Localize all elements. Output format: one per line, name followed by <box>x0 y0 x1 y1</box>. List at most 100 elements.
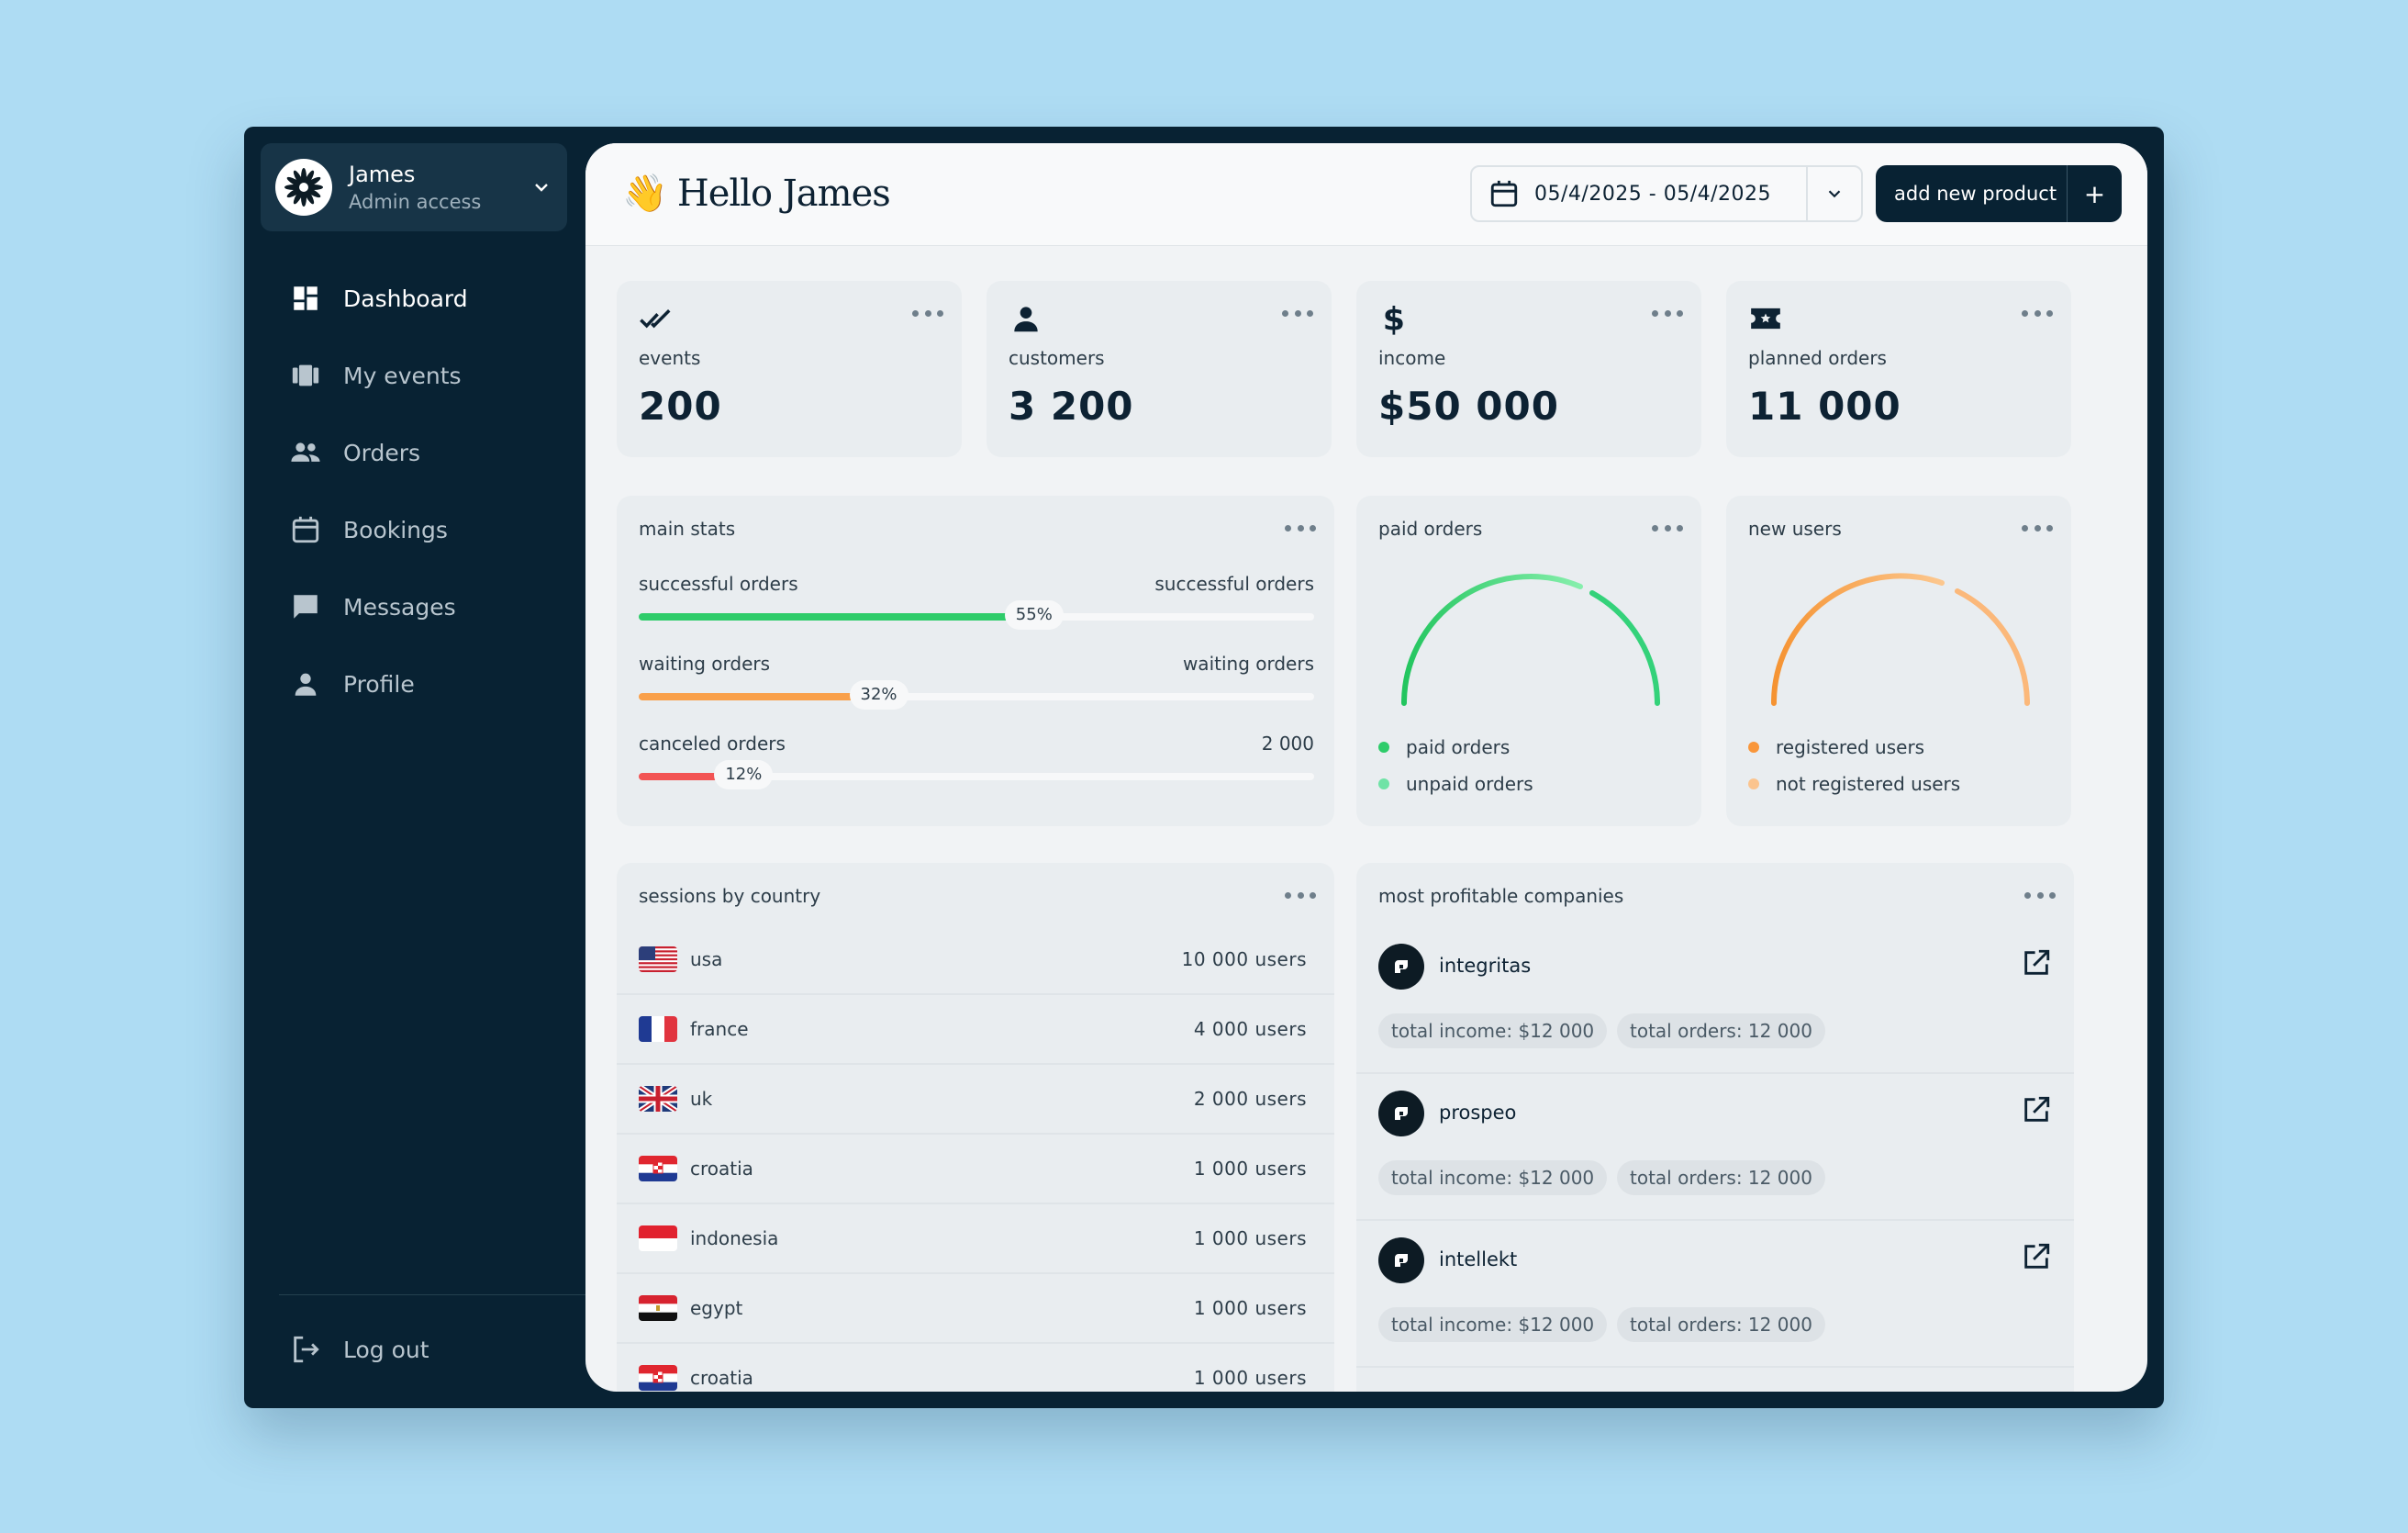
country-name: indonesia <box>690 1227 779 1249</box>
sidebar: James Admin access Dashboard My events O… <box>244 127 585 1408</box>
kpi-label: events <box>639 347 701 369</box>
list-item[interactable]: croatia 1 000 users <box>617 1344 1334 1392</box>
gauge-arc-not-registered <box>1955 588 2030 706</box>
country-users: 1 000 users <box>1193 1227 1307 1249</box>
kpi-value: 200 <box>639 384 722 429</box>
sidebar-item-orders[interactable]: Orders <box>244 414 585 491</box>
add-new-product-button[interactable]: add new product + <box>1876 165 2122 222</box>
double-check-icon <box>640 309 671 329</box>
sidebar-item-messages[interactable]: Messages <box>244 568 585 645</box>
total-orders-tag: total orders: 12 000 <box>1617 1013 1825 1048</box>
legend-dot <box>1748 742 1759 753</box>
list-item[interactable]: france 4 000 users <box>617 995 1334 1065</box>
progress-track: 32% <box>639 680 1314 710</box>
external-link-icon[interactable] <box>2021 1094 2052 1125</box>
new-users-card: new users registered users not registere… <box>1726 496 2071 826</box>
more-options-button[interactable] <box>2022 523 2053 532</box>
kpi-value: $50 000 <box>1378 384 1559 429</box>
progress-track: 55% <box>639 600 1314 630</box>
country-name: uk <box>690 1088 713 1110</box>
company-logo-icon <box>1395 1107 1408 1120</box>
main-panel: 👋 Hello James 05/4/2025 - 05/4/2025 add … <box>585 143 2147 1392</box>
card-title: main stats <box>639 518 736 540</box>
plus-icon: + <box>2067 165 2122 222</box>
companies-card: most profitable companies integritas tot… <box>1356 863 2074 1392</box>
sidebar-item-label: Bookings <box>343 516 448 543</box>
list-item[interactable]: uk 2 000 users <box>617 1065 1334 1135</box>
kpi-label: customers <box>1009 347 1105 369</box>
greeting: 👋 Hello James <box>622 171 891 217</box>
country-users: 10 000 users <box>1181 948 1307 970</box>
logout-label: Log out <box>343 1336 429 1363</box>
avatar <box>275 159 332 216</box>
card-title: paid orders <box>1378 518 1483 540</box>
date-range-value: 05/4/2025 - 05/4/2025 <box>1534 182 1772 206</box>
card-title: sessions by country <box>639 885 821 907</box>
list-item[interactable]: egypt 1 000 users <box>617 1274 1334 1344</box>
message-icon <box>294 595 318 619</box>
country-users: 1 000 users <box>1193 1297 1307 1319</box>
date-range-dropdown[interactable] <box>1806 167 1861 220</box>
chevron-down-icon <box>1828 190 1841 198</box>
egypt-flag-icon <box>639 1295 677 1321</box>
sidebar-nav: Dashboard My events Orders Bookings Mess… <box>244 260 585 722</box>
more-options-button[interactable] <box>1282 308 1313 318</box>
more-options-button[interactable] <box>1285 890 1316 900</box>
sidebar-item-bookings[interactable]: Bookings <box>244 491 585 568</box>
sidebar-item-label: Messages <box>343 593 456 621</box>
sidebar-item-profile[interactable]: Profile <box>244 645 585 722</box>
croatia-flag-icon <box>639 1365 677 1391</box>
sidebar-item-dashboard[interactable]: Dashboard <box>244 260 585 337</box>
more-options-button[interactable] <box>1652 523 1683 532</box>
list-item[interactable]: usa 10 000 users <box>617 925 1334 995</box>
country-users: 1 000 users <box>1193 1367 1307 1389</box>
total-orders-tag: total orders: 12 000 <box>1617 1307 1825 1342</box>
list-item[interactable]: croatia 1 000 users <box>617 1135 1334 1204</box>
gauge-arc-paid <box>1401 574 1583 706</box>
country-name: croatia <box>690 1367 753 1389</box>
usa-flag-icon <box>639 946 677 972</box>
legend-item: registered users <box>1748 736 1924 758</box>
legend-label: paid orders <box>1406 736 1511 758</box>
logout-button[interactable]: Log out <box>244 1311 585 1388</box>
user-switcher[interactable]: James Admin access <box>261 143 567 231</box>
new-users-gauge <box>1770 573 2030 706</box>
user-name: James <box>349 162 416 187</box>
country-name: usa <box>690 948 723 970</box>
progress-fill <box>639 693 855 700</box>
external-link-icon[interactable] <box>2021 1241 2052 1272</box>
more-options-button[interactable] <box>1285 523 1316 532</box>
flower-logo-icon <box>284 168 323 207</box>
kpi-label: income <box>1378 347 1446 369</box>
progress-percent: 12% <box>714 760 774 789</box>
company-item: integritas total income: $12 000 total o… <box>1356 927 2074 1074</box>
card-title: most profitable companies <box>1378 885 1624 907</box>
kpi-label: planned orders <box>1748 347 1887 369</box>
sidebar-item-label: My events <box>343 362 462 389</box>
country-users: 4 000 users <box>1193 1018 1307 1040</box>
more-options-button[interactable] <box>2024 890 2056 900</box>
stat-label: successful orders <box>639 573 798 595</box>
legend-item: paid orders <box>1378 736 1510 758</box>
progress-fill <box>639 613 1010 621</box>
sidebar-item-my-events[interactable]: My events <box>244 337 585 414</box>
more-options-button[interactable] <box>1652 308 1683 318</box>
ticket-icon <box>1751 308 1780 330</box>
total-income-tag: total income: $12 000 <box>1378 1307 1608 1342</box>
legend-item: not registered users <box>1748 773 1960 795</box>
country-name: egypt <box>690 1297 743 1319</box>
person-icon <box>295 673 317 696</box>
legend-dot <box>1378 742 1389 753</box>
date-range-picker[interactable]: 05/4/2025 - 05/4/2025 <box>1470 165 1863 222</box>
legend-dot <box>1378 778 1389 789</box>
more-options-button[interactable] <box>912 308 943 318</box>
indonesia-flag-icon <box>639 1225 677 1251</box>
company-item: prospeo total income: $12 000 total orde… <box>1356 1074 2074 1221</box>
company-name: intellekt <box>1439 1248 1518 1270</box>
list-item[interactable]: indonesia 1 000 users <box>617 1204 1334 1274</box>
gauge-arc-registered <box>1770 573 1945 706</box>
more-options-button[interactable] <box>2022 308 2053 318</box>
external-link-icon[interactable] <box>2021 947 2052 979</box>
app-window: James Admin access Dashboard My events O… <box>244 127 2164 1408</box>
add-new-product-label: add new product <box>1894 183 2057 205</box>
